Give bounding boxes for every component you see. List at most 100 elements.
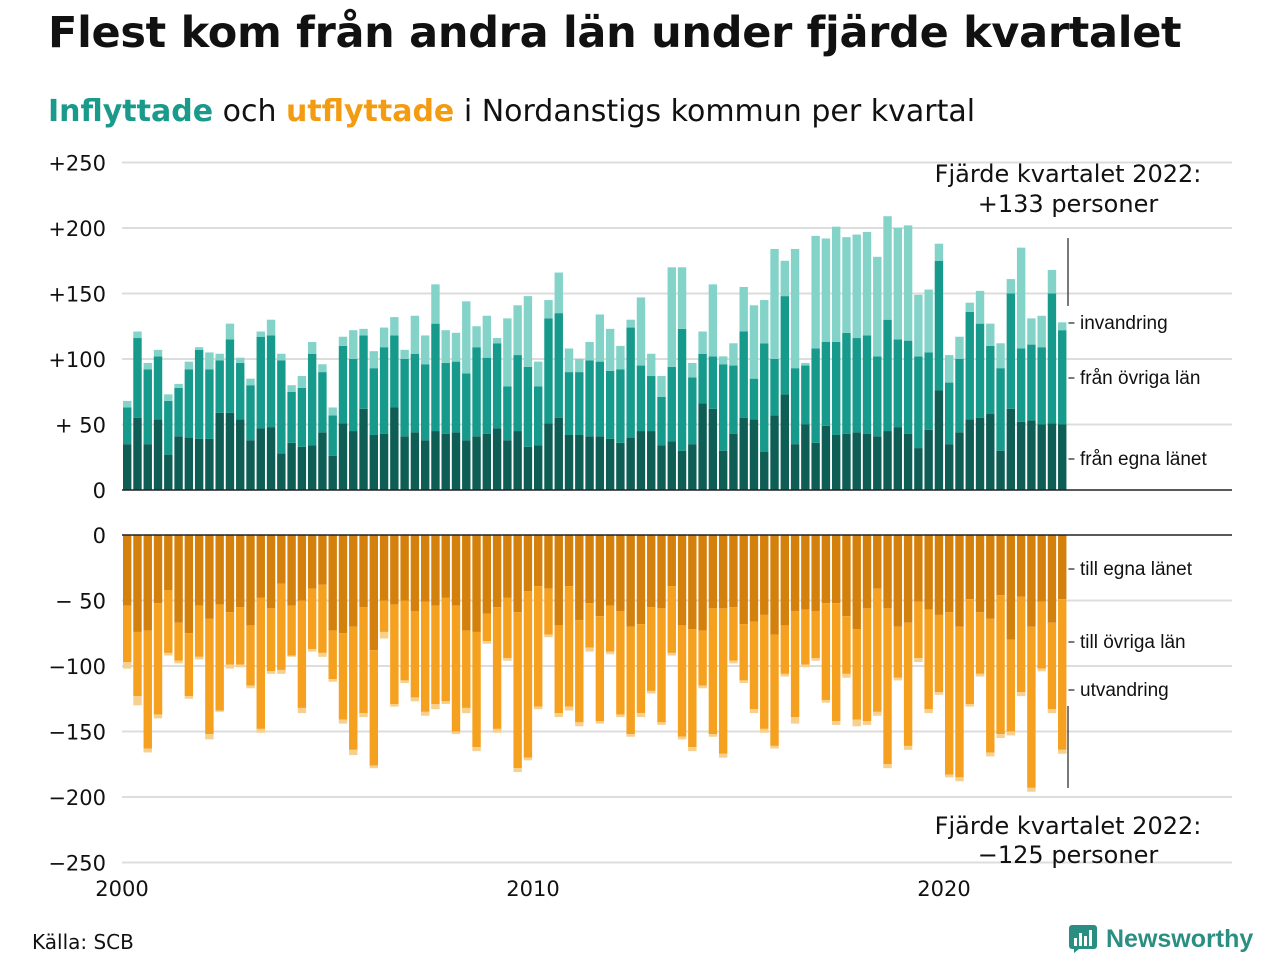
bar-outflow-other-counties [153, 603, 163, 715]
bar-inflow-own-county [513, 431, 522, 490]
bar-inflow-other-counties [133, 338, 142, 418]
bar-inflow-immigration [1047, 269, 1057, 294]
bar-inflow-other-counties [451, 361, 461, 433]
bar-inflow-other-counties [677, 328, 687, 451]
bar-inflow-other-counties [534, 386, 543, 446]
bar-inflow-immigration [986, 323, 995, 346]
source-note: Källa: SCB [32, 930, 134, 954]
bar-outflow-other-counties [955, 626, 964, 778]
bar-outflow-own-county [256, 535, 265, 598]
bar-inflow-immigration [636, 297, 646, 366]
bar-inflow-immigration [996, 343, 1005, 369]
bar-outflow-own-county [410, 535, 420, 611]
bar-outflow-own-county [811, 535, 820, 611]
bar-inflow-immigration [307, 341, 317, 354]
y-tick-label-top: + 50 [55, 414, 106, 438]
bar-outflow-emigration [831, 721, 841, 725]
bar-outflow-own-county [595, 535, 605, 617]
y-tick-label-top: +250 [48, 152, 106, 176]
bar-outflow-emigration [1027, 787, 1036, 792]
bar-outflow-own-county [441, 535, 450, 598]
bar-inflow-immigration [760, 300, 769, 344]
bar-inflow-immigration [718, 356, 728, 365]
bar-outflow-own-county [338, 535, 348, 634]
bar-inflow-immigration [462, 301, 471, 374]
bar-outflow-emigration [842, 673, 851, 678]
series-label-out-other: till övriga län [1080, 632, 1186, 653]
bar-outflow-own-county [400, 535, 409, 601]
bar-inflow-own-county [369, 434, 378, 490]
bar-outflow-own-county [462, 535, 471, 631]
bar-inflow-own-county [739, 417, 748, 490]
bar-inflow-immigration [194, 347, 204, 350]
bar-inflow-other-counties [359, 335, 368, 409]
bar-outflow-other-counties [770, 634, 779, 746]
bar-outflow-own-county [770, 535, 779, 635]
bar-inflow-immigration [318, 364, 327, 373]
bar-inflow-immigration [297, 376, 307, 388]
bar-outflow-other-counties [318, 584, 327, 653]
bar-outflow-other-counties [945, 612, 954, 775]
bar-inflow-other-counties [143, 369, 152, 445]
bar-inflow-other-counties [420, 364, 430, 441]
bar-inflow-immigration [821, 238, 831, 342]
chart-subtitle: Inflyttade och utflyttade i Nordanstigs … [48, 94, 975, 129]
bar-inflow-immigration [575, 359, 584, 373]
bar-inflow-immigration [513, 305, 522, 356]
bar-outflow-emigration [801, 664, 810, 668]
y-tick-label-bottom: −250 [48, 852, 106, 876]
bar-inflow-other-counties [431, 323, 440, 432]
bar-inflow-other-counties [287, 391, 296, 443]
bar-inflow-other-counties [934, 260, 944, 391]
bar-inflow-own-county [647, 431, 656, 490]
labels: +250 +200 +150 +100 + 50 0 0 − 50 −100 −150 −200 −2… [48, 152, 1207, 902]
annotation-bottom-line-1: Fjärde kvartalet 2022: [935, 812, 1202, 840]
bar-outflow-emigration [153, 714, 163, 719]
bar-outflow-other-counties [790, 610, 800, 718]
bar-inflow-other-counties [338, 345, 348, 424]
bar-outflow-emigration [688, 747, 697, 752]
bar-inflow-immigration [934, 243, 944, 261]
bar-outflow-other-counties [246, 625, 255, 686]
bar-inflow-own-county [503, 440, 512, 490]
bar-outflow-emigration [215, 710, 224, 712]
bar-outflow-emigration [883, 764, 892, 769]
bar-inflow-own-county [307, 445, 317, 490]
bar-outflow-own-county [564, 535, 574, 587]
bar-inflow-immigration [647, 353, 656, 377]
bar-inflow-immigration [523, 296, 533, 367]
bar-outflow-own-county [534, 535, 543, 587]
bar-inflow-own-county [1016, 421, 1026, 490]
bar-outflow-own-county [472, 535, 481, 632]
bar-outflow-own-county [184, 535, 194, 634]
bar-outflow-own-county [862, 535, 872, 609]
bar-inflow-own-county [914, 448, 923, 490]
x-tick-label: 2020 [917, 877, 970, 901]
bar-outflow-own-county [513, 535, 522, 613]
bar-inflow-other-counties [688, 377, 697, 445]
bar-outflow-emigration [369, 765, 378, 769]
series-label-in-own: från egna länet [1080, 449, 1207, 470]
bar-outflow-own-county [616, 535, 625, 611]
bar-inflow-own-county [123, 444, 132, 490]
bar-outflow-other-counties [1037, 601, 1046, 669]
bar-inflow-other-counties [996, 368, 1005, 451]
bar-inflow-own-county [903, 433, 913, 490]
bar-inflow-own-county [688, 444, 697, 490]
bar-outflow-other-counties [975, 612, 985, 674]
bar-outflow-other-counties [996, 595, 1005, 735]
bar-inflow-immigration [472, 326, 481, 348]
bar-outflow-own-county [965, 535, 974, 600]
bar-outflow-own-county [934, 535, 944, 615]
bar-inflow-own-county [266, 427, 276, 490]
bar-outflow-emigration [349, 749, 358, 756]
bar-outflow-own-county [924, 535, 933, 610]
bar-outflow-other-counties [708, 608, 718, 735]
bar-outflow-emigration [760, 728, 769, 733]
bar-outflow-other-counties [934, 614, 944, 693]
bar-inflow-own-county [441, 433, 450, 490]
bar-inflow-immigration [256, 331, 265, 337]
bar-inflow-immigration [266, 319, 276, 336]
bar-outflow-own-county [215, 535, 224, 605]
bar-inflow-other-counties [698, 353, 707, 404]
